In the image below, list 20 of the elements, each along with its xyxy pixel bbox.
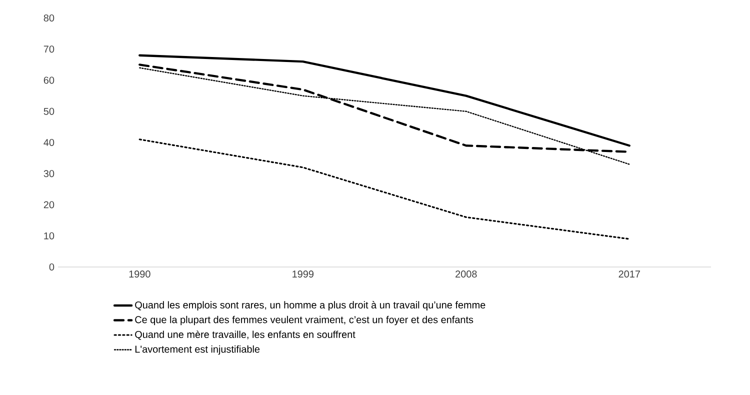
y-tick-label: 10 <box>44 232 54 240</box>
y-tick-label: 20 <box>44 201 54 208</box>
y-tick-label: 30 <box>44 170 54 178</box>
y-tick-label: 60 <box>44 76 54 84</box>
legend-label: Ce que la plupart des femmes veulent vraiment, c’est un foyer et des enfants <box>135 316 474 326</box>
legend-label: Quand les emplois sont rares, un homme a plus droit à un travail qu’une femme <box>135 301 486 310</box>
y-tick-label: 50 <box>44 108 54 115</box>
y-tick-label: 0 <box>49 263 54 271</box>
x-tick-label: 1999 <box>292 270 314 278</box>
line-series <box>139 67 630 165</box>
line-series <box>138 54 630 147</box>
legend-label: Quand une mère travaille, les enfants en souffrent <box>135 330 356 340</box>
x-tick-label: 2017 <box>618 270 640 278</box>
y-tick-label: 80 <box>44 14 54 22</box>
x-tick-label: 1990 <box>129 270 150 278</box>
x-tick-label: 2008 <box>456 270 477 278</box>
y-tick-label: 70 <box>44 46 54 53</box>
y-tick-label: 40 <box>44 138 54 146</box>
line-series <box>138 138 630 240</box>
legend-label: L'avortement est injustifiable <box>135 345 260 355</box>
